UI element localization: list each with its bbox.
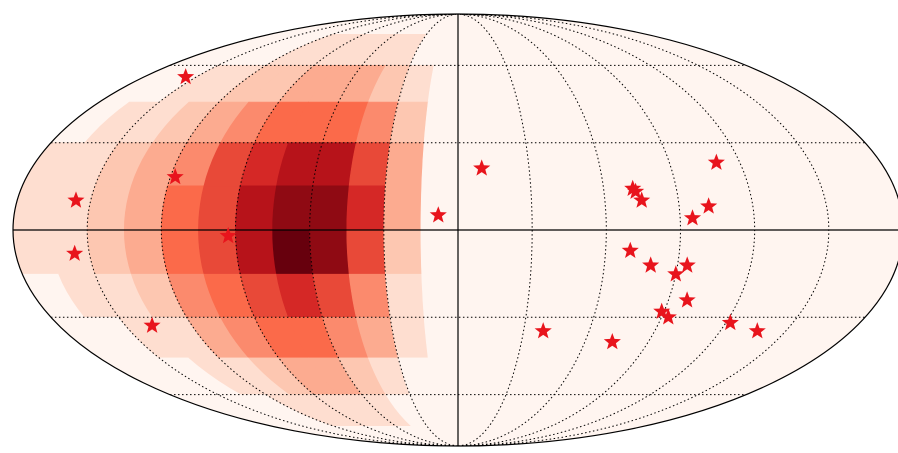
heat-cell	[272, 185, 314, 231]
heat-cell	[346, 185, 386, 231]
heat-cell	[383, 229, 423, 275]
heat-cell	[123, 185, 168, 231]
star-marker	[66, 244, 84, 261]
heat-cell	[423, 316, 459, 359]
star-marker	[67, 191, 85, 208]
heat-cell	[423, 101, 459, 143]
star-marker	[166, 168, 184, 185]
star-marker	[624, 179, 642, 196]
grid-line	[160, 14, 459, 446]
star-marker	[429, 206, 447, 223]
heat-cell	[421, 273, 459, 318]
star-marker	[653, 302, 671, 319]
grid-line	[309, 14, 459, 446]
heat-cell	[198, 229, 241, 275]
star-marker	[621, 241, 639, 258]
heat-cell	[383, 185, 423, 231]
star-marker	[748, 322, 766, 339]
heat-cell	[309, 185, 350, 231]
heat-cell	[385, 273, 425, 318]
heat-cell	[160, 229, 205, 275]
heatmap	[13, 33, 459, 427]
star-marker	[219, 226, 237, 244]
heat-cell	[385, 142, 425, 187]
star-marker	[667, 265, 685, 282]
grid-line	[383, 14, 459, 446]
grid-line	[457, 14, 756, 446]
star-marker	[700, 197, 718, 214]
heat-cell	[198, 185, 241, 231]
star-marker	[678, 291, 696, 308]
star-marker	[678, 256, 696, 273]
heat-cell	[420, 185, 459, 231]
star-marker	[659, 308, 677, 325]
heat-cell	[235, 229, 277, 275]
map-outline	[12, 13, 898, 447]
heat-cell	[420, 229, 459, 275]
star-marker	[721, 313, 739, 331]
star-marker	[143, 316, 161, 333]
points	[66, 68, 766, 350]
star-marker	[603, 333, 621, 350]
heat-cell	[309, 229, 350, 275]
star-marker	[633, 191, 651, 208]
heat-cell	[235, 185, 277, 231]
grid-line	[86, 14, 459, 446]
heat-cell	[160, 185, 205, 231]
heat-cell	[123, 229, 168, 275]
star-marker	[627, 182, 645, 199]
grid-line	[457, 14, 682, 446]
heat-cell	[272, 229, 314, 275]
star-marker	[534, 322, 552, 339]
grid-line	[234, 14, 459, 446]
heat-cell	[348, 142, 391, 187]
graticule	[13, 14, 898, 446]
heat-cell	[421, 142, 459, 187]
grid-line	[457, 14, 830, 446]
star-marker	[683, 209, 702, 226]
heat-cell	[348, 273, 391, 318]
star-marker	[473, 159, 491, 176]
grid-line	[457, 14, 607, 446]
star-marker	[707, 153, 725, 170]
grid-line	[457, 14, 533, 446]
star-marker	[642, 256, 660, 273]
star-marker	[177, 68, 195, 85]
heat-cell	[346, 229, 386, 275]
